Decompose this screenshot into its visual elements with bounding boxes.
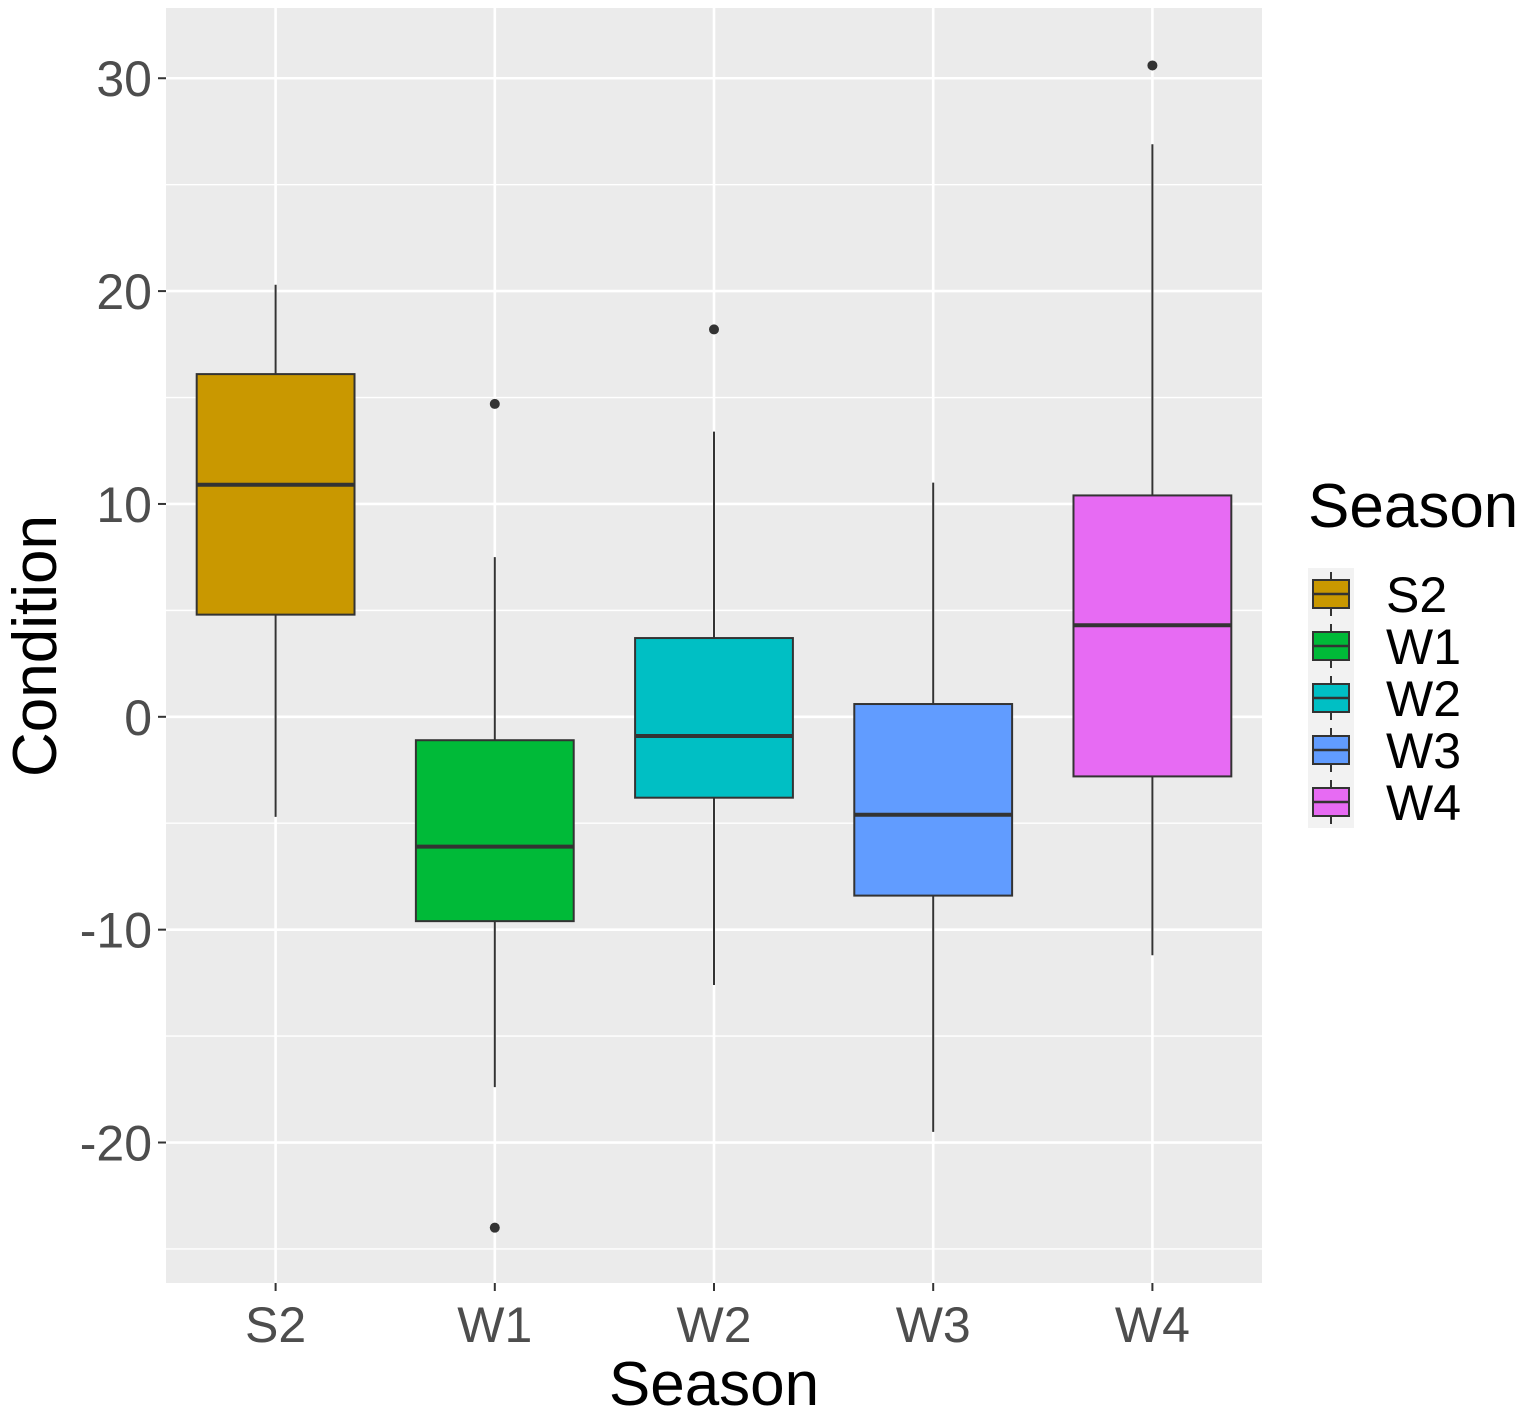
box-body [1072,494,1233,778]
y-tick-label: 10 [96,477,152,533]
x-axis: S2 W1 W2 W3 W4 [245,1283,1190,1353]
legend-item-W1: W1 [1312,619,1461,675]
box-W1 [414,398,575,1233]
box-body [853,703,1014,897]
box-S2 [195,284,356,817]
box-body [634,637,794,799]
outlier-point [489,1222,500,1233]
x-tick-label: W2 [677,1297,752,1353]
box-W3 [853,482,1014,1132]
x-tick-label: W4 [1115,1297,1190,1353]
y-tick-label: 30 [96,51,152,107]
legend-item-S2: S2 [1312,567,1447,623]
box-W2 [634,324,794,986]
box-body [414,739,575,923]
y-axis-title: Condition [1,515,70,777]
x-tick-label: W1 [457,1297,532,1353]
legend-label: W2 [1386,671,1461,727]
y-tick-label: 20 [96,264,152,320]
legend-label: S2 [1386,567,1447,623]
boxes [195,60,1233,1233]
y-tick-label: -20 [80,1116,152,1172]
legend-label: W1 [1386,619,1461,675]
legend-item-W2: W2 [1312,671,1461,727]
legend-item-W4: W4 [1312,775,1461,831]
box-W4 [1072,60,1233,956]
legend-label: W3 [1386,723,1461,779]
legend-title: Season [1308,472,1518,541]
y-tick-label: -10 [80,903,152,959]
x-tick-label: S2 [245,1297,306,1353]
x-tick-label: W3 [896,1297,971,1353]
x-axis-title: Season [609,1350,819,1417]
outlier-point [709,324,719,335]
outlier-point [1147,60,1158,71]
y-axis: -20 -10 0 10 20 30 [80,51,166,1172]
y-tick-label: 0 [124,690,152,746]
legend-label: W4 [1386,775,1461,831]
box-body [195,373,356,616]
legend-item-W3: W3 [1312,723,1461,779]
outlier-point [489,398,500,409]
